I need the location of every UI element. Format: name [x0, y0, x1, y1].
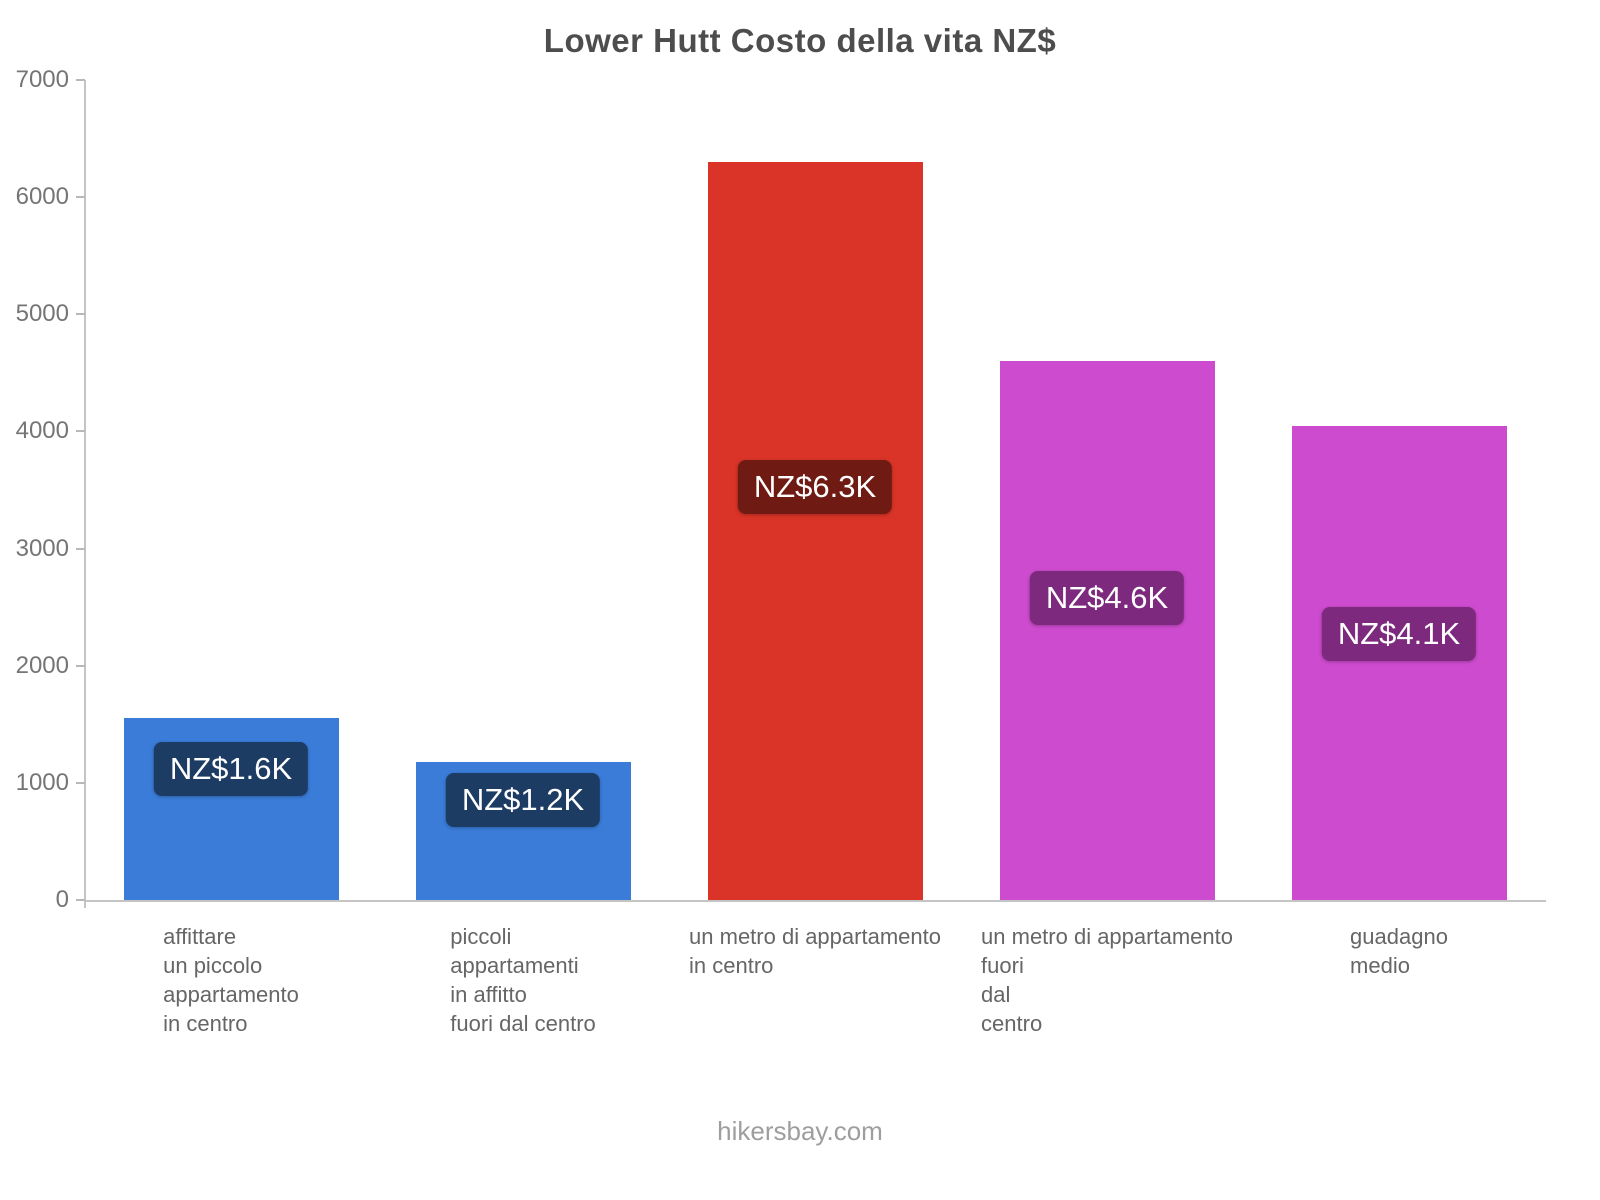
x-axis-label-0: affittare un piccolo appartamento in centro	[163, 924, 299, 1036]
x-axis-label-2: un metro di appartamento in centro	[689, 924, 941, 978]
bar-2	[707, 162, 923, 900]
y-tick-label: 4000	[15, 417, 69, 445]
y-tick-label: 6000	[15, 183, 69, 211]
bar-value-label-2: NZ$6.3K	[737, 459, 893, 514]
y-tick-mark	[76, 430, 85, 433]
footer-watermark: hikersbay.com	[717, 1116, 883, 1146]
y-tick-label: 3000	[15, 534, 69, 562]
bar-value-label-3: NZ$4.6K	[1029, 571, 1185, 626]
y-tick-mark	[76, 547, 85, 550]
y-tick-mark	[76, 79, 85, 81]
x-axis-label-4: guadagno medio	[1350, 924, 1448, 978]
y-tick-label: 5000	[15, 300, 69, 328]
y-tick-label: 0	[55, 886, 69, 913]
bar-value-label-1: NZ$1.2K	[445, 773, 601, 828]
y-tick-label: 1000	[15, 768, 69, 796]
bar-value-label-4: NZ$4.1K	[1321, 607, 1477, 662]
y-tick-mark	[76, 313, 85, 316]
y-tick-label: 7000	[15, 66, 69, 93]
bar-4	[1291, 425, 1507, 900]
y-tick-mark	[76, 899, 85, 901]
y-tick-mark	[76, 196, 85, 199]
x-axis-line	[84, 900, 1546, 902]
x-axis-label-3: un metro di appartamento fuori dal centro	[981, 924, 1233, 1036]
bar-value-label-0: NZ$1.6K	[153, 742, 309, 797]
y-tick-label: 2000	[15, 651, 69, 679]
y-tick-mark	[76, 781, 85, 784]
y-tick-mark	[76, 664, 85, 667]
chart-title: Lower Hutt Costo della vita NZ$	[543, 22, 1057, 59]
y-axis-line	[84, 80, 86, 908]
bar-3	[999, 361, 1215, 900]
x-axis-label-1: piccoli appartamenti in affitto fuori dal c…	[450, 924, 596, 1036]
